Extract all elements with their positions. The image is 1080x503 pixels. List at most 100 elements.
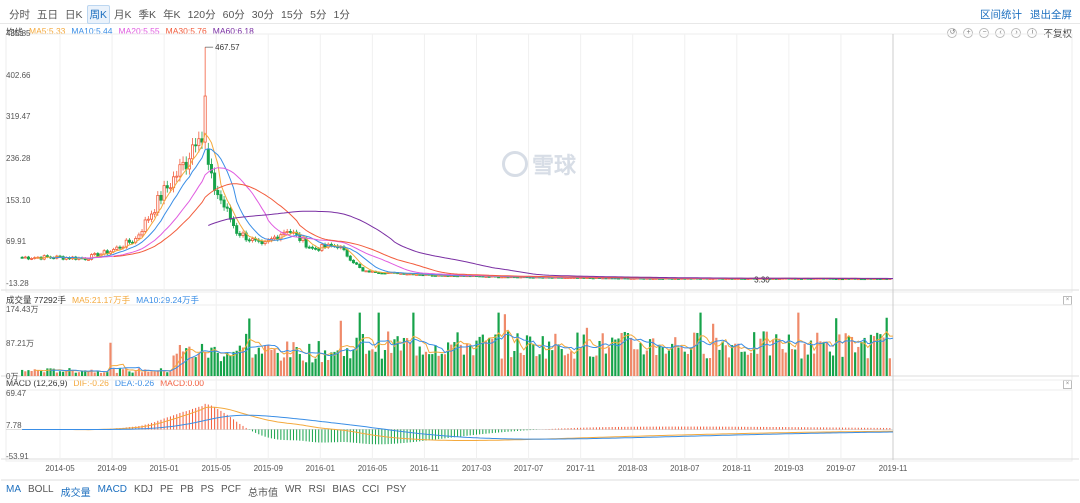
period-tab[interactable]: 1分 [333, 9, 350, 21]
period-tab[interactable]: 30分 [251, 9, 274, 21]
indicator-tab[interactable]: 成交量 [60, 488, 91, 499]
volume-bar [813, 353, 816, 376]
volume-bar [245, 333, 248, 376]
period-tab[interactable]: 5分 [310, 9, 327, 21]
indicator-tab[interactable]: KDJ [134, 484, 153, 495]
volume-bar [636, 349, 639, 376]
ma5-legend: MA5:5.33 [29, 26, 66, 36]
candle-body [86, 258, 90, 261]
candle-body [222, 199, 226, 208]
volume-bar [611, 337, 614, 376]
period-tab[interactable]: 月K [114, 9, 132, 21]
volume-bar [219, 361, 223, 376]
zoom-in-icon[interactable]: + [963, 28, 974, 38]
candle-body [194, 144, 198, 147]
volume-bar [222, 356, 226, 376]
range-stats-link[interactable]: 区间统计 [980, 9, 1022, 21]
volume-bar [614, 339, 617, 376]
indicator-tab[interactable]: PE [159, 484, 174, 495]
volume-bar [869, 334, 873, 376]
indicator-tab[interactable]: CCI [362, 484, 380, 495]
volume-bar [361, 334, 365, 376]
candle-body [380, 272, 384, 275]
volume-bar [49, 368, 52, 376]
volume-bar [346, 348, 349, 376]
period-tab[interactable]: 周K [86, 5, 111, 24]
volume-bar [383, 350, 387, 376]
period-tab[interactable]: 120分 [187, 9, 216, 21]
indicator-tab[interactable]: PCF [220, 484, 241, 495]
volume-bar [371, 349, 374, 376]
volume-bar [863, 337, 866, 376]
volume-bar [46, 368, 49, 376]
volume-bar [696, 332, 699, 376]
indicator-tab[interactable]: 总市值 [247, 488, 278, 499]
ma-line-ma5 [34, 132, 894, 280]
volume-bar [172, 355, 175, 376]
indicator-tab[interactable]: BOLL [28, 484, 54, 495]
volume-bar [232, 351, 235, 376]
period-tab[interactable]: 60分 [222, 9, 245, 21]
indicator-tab[interactable]: PSY [386, 484, 407, 495]
period-tab[interactable]: 五日 [37, 9, 58, 21]
volume-bar [311, 362, 314, 376]
volume-ma-line [50, 333, 894, 373]
indicator-tab[interactable]: PS [200, 484, 214, 495]
indicator-tab[interactable]: RSI [308, 484, 326, 495]
info-icon[interactable]: i [1027, 28, 1038, 38]
indicator-tab[interactable]: PB [180, 484, 194, 495]
volume-bar [803, 343, 806, 376]
volume-bar [115, 372, 118, 376]
volume-bar [762, 331, 765, 376]
period-tab[interactable]: 日K [65, 9, 83, 21]
volume-bar [519, 352, 522, 376]
pan-left-icon[interactable]: ‹ [995, 28, 1006, 38]
candle-body [213, 172, 217, 191]
volume-bar [828, 351, 831, 376]
volume-bar [342, 356, 346, 376]
volume-bar [216, 352, 219, 376]
pan-right-icon[interactable]: › [1011, 28, 1022, 38]
y-tick-label: 0万 [6, 372, 19, 381]
indicator-tab[interactable]: BIAS [332, 484, 356, 495]
volume-bar [125, 368, 128, 376]
volume-bar [623, 331, 626, 376]
ma30-legend: MA30:5.76 [165, 26, 207, 36]
candle-body [165, 185, 169, 189]
exit-fullscreen-link[interactable]: 退出全屏 [1030, 9, 1072, 21]
volume-bar [333, 351, 336, 376]
volume-bar [147, 371, 150, 376]
volume-bar [39, 371, 43, 376]
volume-bar [93, 372, 96, 376]
candle-body [137, 234, 141, 239]
x-tick-label: 2018-07 [670, 464, 700, 473]
volume-bar [585, 327, 589, 376]
period-tab[interactable]: 年K [163, 9, 181, 21]
period-tab[interactable]: 季K [138, 9, 157, 21]
candle-body [285, 231, 289, 233]
volume-bar [560, 349, 563, 376]
volume-bar [267, 345, 270, 376]
volume-bar [860, 341, 863, 376]
indicator-tab[interactable]: WR [284, 484, 302, 495]
candle-body [20, 256, 24, 259]
volume-bar [601, 333, 604, 376]
y-tick-label: 236.28 [6, 154, 31, 163]
period-tab[interactable]: 分时 [9, 9, 30, 21]
zoom-out-icon[interactable]: − [979, 28, 990, 38]
volume-bar [544, 358, 548, 376]
volume-bar [456, 332, 459, 376]
x-tick-label: 2015-09 [253, 464, 283, 473]
y-tick-label: -53.91 [6, 452, 29, 461]
period-tabs: 分时 五日 日K 周K 月K 季K 年K 120分 60分 30分 15分 5分 1分 [6, 5, 354, 24]
candle-body [156, 194, 160, 213]
indicator-tab[interactable]: MACD [97, 484, 128, 495]
volume-bar [734, 343, 737, 376]
indicator-tab[interactable]: MA [6, 484, 21, 495]
volume-bar [607, 347, 611, 376]
candle-body [235, 225, 239, 234]
period-tab[interactable]: 15分 [280, 9, 304, 21]
volume-bar [207, 357, 210, 376]
reset-icon[interactable]: ↺ [947, 28, 958, 38]
